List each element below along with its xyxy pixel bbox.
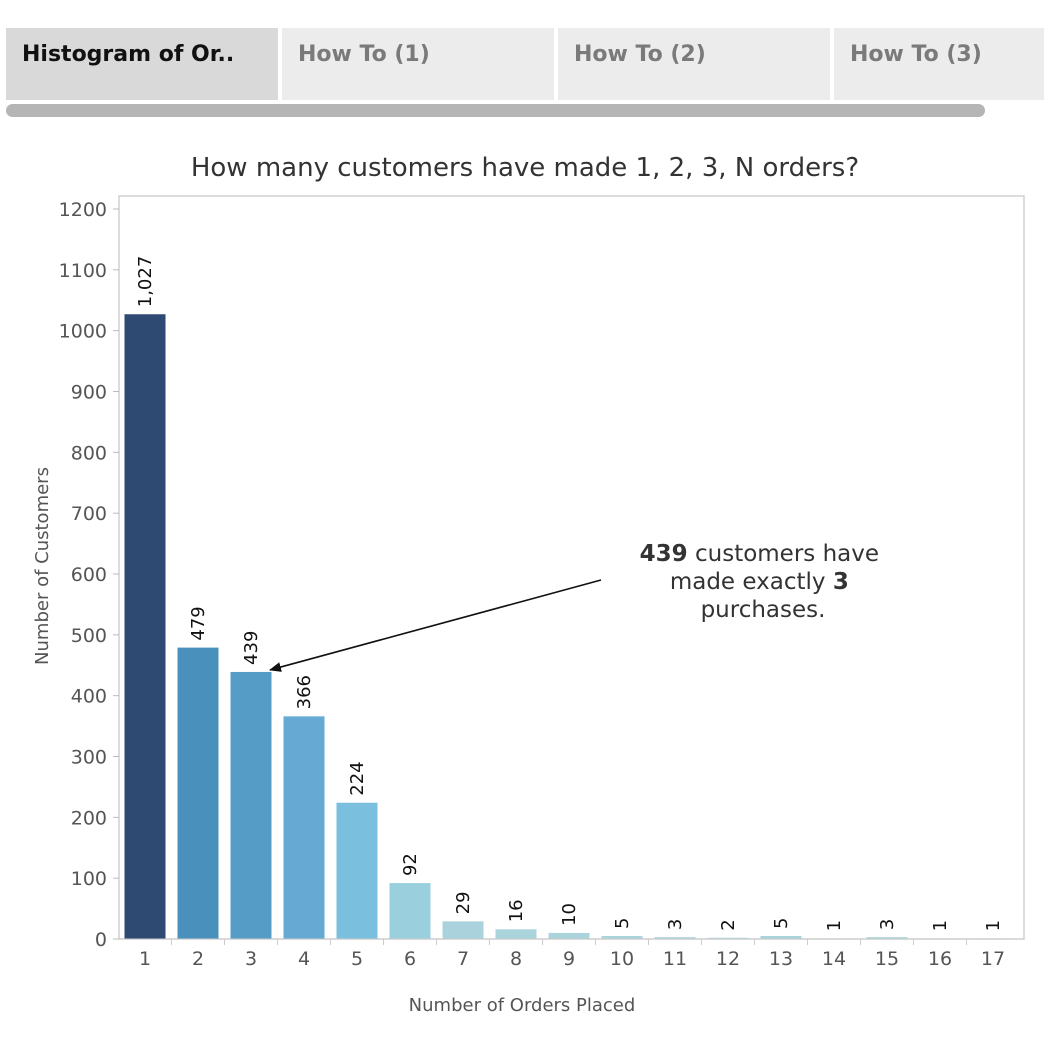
data-label: 224 <box>347 761 368 795</box>
histogram-chart: How many customers have made 1, 2, 3, N … <box>32 153 1025 1016</box>
x-tick-label: 3 <box>245 948 257 970</box>
y-tick-label: 600 <box>71 564 107 586</box>
data-label: 439 <box>241 631 262 665</box>
x-tick-label: 1 <box>139 948 151 970</box>
data-label: 1 <box>930 920 951 931</box>
annotation-bold-count: 439 <box>640 541 688 567</box>
bar <box>283 716 325 939</box>
bar <box>760 935 802 939</box>
tab-label: How To (1) <box>298 42 430 67</box>
x-axis-label: Number of Orders Placed <box>409 995 636 1016</box>
x-tick-label: 12 <box>716 948 740 970</box>
x-tick-label: 7 <box>457 948 469 970</box>
bar <box>548 932 590 939</box>
annotation-line3: purchases. <box>701 597 826 623</box>
x-tick-label: 8 <box>510 948 522 970</box>
y-tick-label: 300 <box>71 747 107 769</box>
tab-label: Histogram of Or.. <box>22 42 235 67</box>
x-tick-label: 15 <box>875 948 899 970</box>
tab-histogram[interactable]: Histogram of Or.. <box>6 28 278 100</box>
tab-how-to-1[interactable]: How To (1) <box>282 28 554 100</box>
y-tick-label: 1200 <box>59 199 107 221</box>
annotation-line2: made exactly <box>670 569 833 595</box>
y-tick-label: 100 <box>71 868 107 890</box>
x-tick-label: 4 <box>298 948 310 970</box>
y-tick-label: 0 <box>95 929 107 951</box>
data-label: 366 <box>294 675 315 709</box>
horizontal-scrollbar[interactable] <box>6 104 985 117</box>
y-tick-label: 1100 <box>59 260 107 282</box>
bar <box>389 883 431 939</box>
x-tick-label: 11 <box>663 948 687 970</box>
bar <box>336 802 378 939</box>
tab-label: How To (2) <box>574 42 706 67</box>
bar <box>707 937 749 939</box>
data-label: 16 <box>506 899 527 922</box>
bars: 1,027 479 439 366 224 92 29 16 10 5 3 2 5 1 3 1 1 <box>124 256 1014 939</box>
annotation-line1: customers have <box>688 541 879 567</box>
chart-title: How many customers have made 1, 2, 3, N … <box>191 153 859 183</box>
y-axis: 0 100 200 300 400 500 600 700 800 900 1000 1100 1200 <box>59 199 119 951</box>
x-tick-label: 9 <box>563 948 575 970</box>
x-tick-label: 6 <box>404 948 416 970</box>
data-label: 5 <box>771 918 792 929</box>
bar <box>654 937 696 939</box>
x-tick-label: 17 <box>981 948 1005 970</box>
tab-how-to-2[interactable]: How To (2) <box>558 28 830 100</box>
data-label: 10 <box>559 903 580 926</box>
data-label: 92 <box>400 853 421 876</box>
data-label: 1,027 <box>135 256 156 308</box>
tab-how-to-3[interactable]: How To (3) <box>834 28 1044 100</box>
y-tick-label: 700 <box>71 503 107 525</box>
x-tick-label: 13 <box>769 948 793 970</box>
data-label: 1 <box>824 920 845 931</box>
bar <box>124 314 166 939</box>
bar <box>866 937 908 939</box>
x-tick-label: 5 <box>351 948 363 970</box>
tab-label: How To (3) <box>850 42 982 67</box>
data-label: 5 <box>612 918 633 929</box>
annotation-bold-orders: 3 <box>833 569 849 595</box>
y-tick-label: 1000 <box>59 321 107 343</box>
data-label: 1 <box>983 920 1004 931</box>
annotation-text: 439 customers have made exactly 3 purcha… <box>640 541 887 623</box>
tab-bar: Histogram of Or.. How To (1) How To (2) … <box>6 28 1044 100</box>
data-label: 479 <box>188 606 209 640</box>
x-tick-label: 2 <box>192 948 204 970</box>
bar <box>177 647 219 939</box>
y-tick-label: 800 <box>71 442 107 464</box>
y-tick-label: 200 <box>71 807 107 829</box>
y-tick-label: 400 <box>71 686 107 708</box>
x-tick-label: 16 <box>928 948 952 970</box>
data-label: 2 <box>718 919 739 930</box>
x-axis: 1 2 3 4 5 6 7 8 9 10 11 12 13 14 15 16 17 <box>119 938 1024 970</box>
data-label: 3 <box>877 919 898 930</box>
y-tick-label: 500 <box>71 625 107 647</box>
x-tick-label: 14 <box>822 948 846 970</box>
y-axis-label: Number of Customers <box>32 467 53 665</box>
bar <box>495 929 537 939</box>
y-tick-label: 900 <box>71 382 107 404</box>
data-label: 3 <box>665 919 686 930</box>
annotation-arrow <box>269 579 602 672</box>
bar <box>601 935 643 939</box>
data-label: 29 <box>453 891 474 914</box>
bar <box>230 671 272 939</box>
x-tick-label: 10 <box>610 948 634 970</box>
bar <box>442 921 484 939</box>
